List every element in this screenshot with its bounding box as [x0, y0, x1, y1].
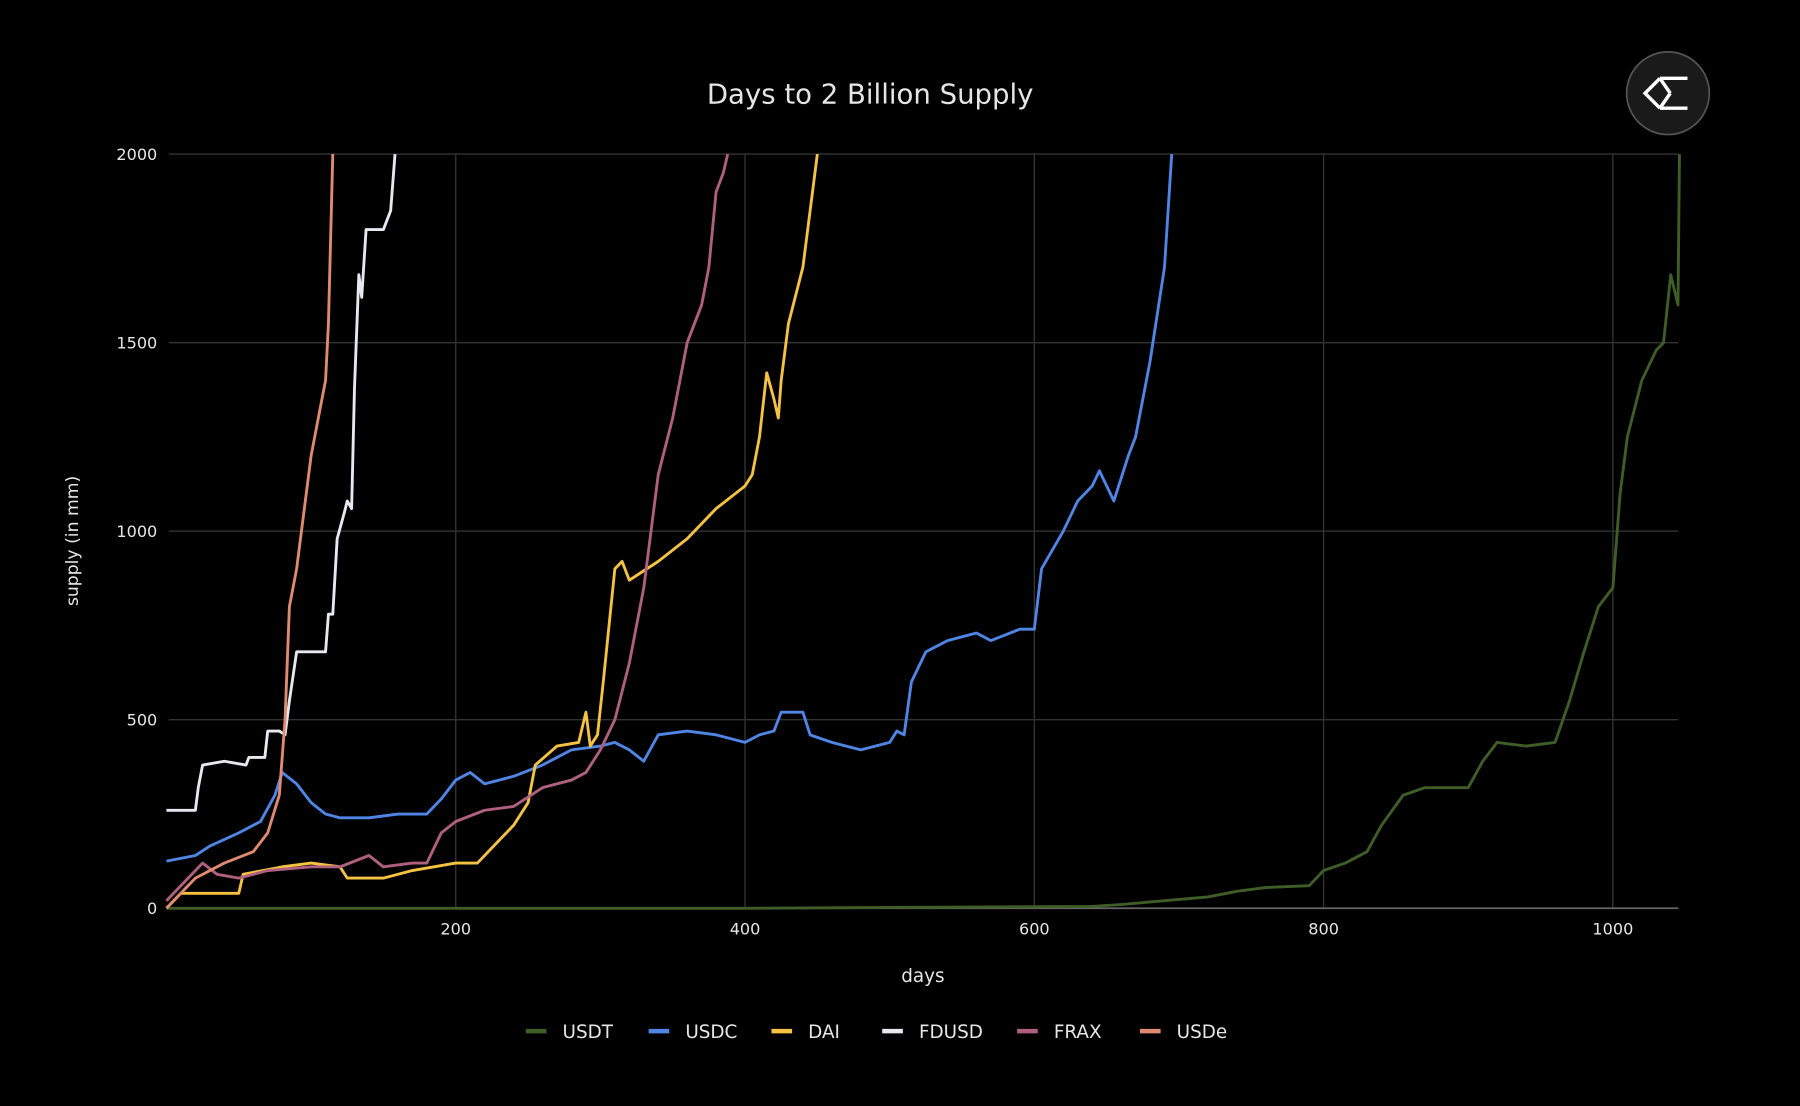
legend-item-usdt[interactable]: USDT — [525, 1022, 614, 1043]
logo[interactable] — [1625, 51, 1711, 136]
y-tick-label: 2000 — [116, 145, 157, 164]
legend-item-usde[interactable]: USDe — [1139, 1022, 1228, 1043]
x-ticks: 200 400 600 800 1000 — [440, 920, 1633, 939]
grid — [168, 153, 1679, 910]
x-tick-label: 400 — [730, 920, 761, 939]
y-tick-label: 1000 — [116, 522, 157, 541]
legend-label: FDUSD — [919, 1022, 983, 1043]
legend-label: DAI — [808, 1022, 840, 1043]
y-tick-label: 1500 — [116, 333, 157, 352]
legend-item-dai[interactable]: DAI — [771, 1022, 840, 1043]
series-line-usdc — [166, 153, 1174, 863]
legend-item-usdc[interactable]: USDC — [648, 1022, 738, 1043]
y-ticks: 0 500 1000 1500 2000 — [116, 145, 157, 918]
chart-title: Days to 2 Billion Supply — [707, 79, 1034, 111]
y-axis-label: supply (in mm) — [63, 476, 83, 606]
sigma-diamond-logo-icon — [1642, 76, 1688, 110]
series-lines — [165, 153, 1681, 910]
series-line-fdusd — [166, 153, 397, 812]
series-line-usde — [165, 154, 335, 910]
legend-label: USDC — [685, 1022, 737, 1043]
legend-item-fdusd[interactable]: FDUSD — [882, 1022, 983, 1043]
x-tick-label: 200 — [440, 920, 471, 939]
legend-item-frax[interactable]: FRAX — [1017, 1022, 1102, 1043]
x-tick-label: 800 — [1308, 920, 1339, 939]
legend-label: USDe — [1177, 1022, 1228, 1043]
series-line-usdt — [166, 154, 1681, 910]
y-tick-label: 500 — [127, 710, 158, 729]
legend-label: FRAX — [1054, 1022, 1102, 1043]
logo-circle — [1625, 51, 1711, 136]
x-tick-label: 1000 — [1592, 920, 1633, 939]
x-tick-label: 600 — [1019, 920, 1050, 939]
series-line-dai — [165, 153, 819, 910]
y-tick-label: 0 — [147, 899, 157, 918]
legend-label: USDT — [563, 1022, 614, 1043]
series-line-frax — [165, 153, 730, 902]
legend: USDT USDC DAI FDUSD FRAX USDe — [525, 1022, 1228, 1043]
x-axis-label: days — [901, 966, 944, 987]
